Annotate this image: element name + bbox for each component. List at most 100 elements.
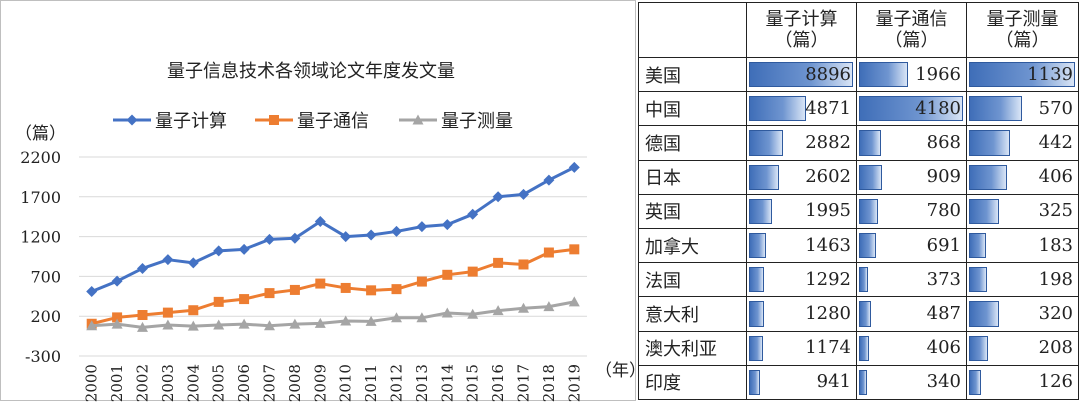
value-cell: 406 [856, 330, 967, 366]
data-point [86, 286, 98, 298]
value-label: 406 [1038, 166, 1073, 188]
value-label: 691 [926, 234, 961, 256]
value-cell: 208 [966, 330, 1079, 366]
data-point [441, 307, 453, 318]
data-bar [749, 369, 760, 395]
data-bar [859, 369, 868, 395]
x-tick-label: 2004 [184, 364, 202, 402]
value-cell: 1292 [746, 262, 857, 298]
y-tick-label: 200 [30, 307, 61, 326]
value-label: 373 [926, 268, 961, 290]
x-axis-unit-label: （年） [595, 361, 637, 381]
x-tick-label: 2014 [438, 364, 456, 402]
value-cell: 406 [966, 159, 1079, 195]
country-cell: 美国 [638, 56, 747, 93]
x-tick-label: 2007 [261, 364, 279, 402]
data-point [162, 254, 174, 266]
value-label: 2602 [805, 166, 851, 188]
data-bar [749, 96, 806, 122]
value-cell: 183 [966, 227, 1079, 264]
data-point [188, 305, 199, 316]
data-bar [969, 96, 1023, 122]
country-cell: 澳大利亚 [638, 330, 747, 366]
value-label: 126 [1038, 371, 1073, 393]
value-label: 1995 [805, 200, 851, 222]
value-label: 208 [1038, 337, 1073, 359]
value-cell: 1139 [966, 56, 1079, 93]
data-bar [749, 62, 853, 88]
data-point [518, 302, 529, 313]
data-bar [859, 130, 881, 156]
series-line-量子测量 [91, 300, 575, 329]
legend-label: 量子计算 [155, 111, 227, 132]
data-bar [969, 369, 981, 395]
value-cell: 570 [966, 91, 1079, 127]
value-label: 570 [1038, 97, 1073, 119]
value-label: 1280 [805, 302, 851, 324]
data-bar [969, 130, 1011, 156]
value-label: 1174 [805, 337, 851, 359]
country-cell: 法国 [638, 262, 747, 298]
value-label: 2882 [805, 131, 851, 153]
value-label: 1463 [805, 234, 851, 256]
value-label: 1292 [805, 268, 851, 290]
data-bar [749, 301, 764, 327]
data-point [365, 315, 377, 326]
data-point [264, 288, 275, 299]
header-quantum-measurement: 量子测量 （篇） [966, 2, 1079, 58]
data-point [518, 188, 529, 200]
value-cell: 442 [966, 125, 1079, 161]
value-cell: 4871 [746, 91, 857, 127]
value-label: 442 [1038, 131, 1073, 153]
data-point [289, 232, 301, 244]
country-cell: 印度 [638, 364, 747, 400]
value-label: 909 [926, 166, 961, 188]
data-point [137, 310, 148, 321]
value-label: 780 [926, 200, 961, 222]
x-tick-label: 2017 [515, 364, 533, 402]
data-point [213, 245, 225, 257]
table-row: 美国 8896 1966 1139 [638, 56, 1079, 93]
data-point [315, 278, 326, 289]
data-point [467, 266, 478, 277]
value-label: 340 [926, 371, 961, 393]
data-point [543, 301, 555, 312]
value-cell: 8896 [746, 56, 857, 93]
value-cell: 373 [856, 262, 967, 298]
data-bar [749, 232, 767, 259]
x-tick-label: 2013 [413, 364, 431, 402]
legend-marker [126, 114, 138, 126]
data-point [416, 276, 427, 287]
y-axis-unit-label: （篇） [15, 124, 66, 144]
data-point [86, 320, 98, 331]
line-chart: 量子信息技术各领域论文年度发文量 （篇） （年） 量子计算 量子通信 量子测量 -3… [15, 61, 637, 402]
value-label: 4180 [915, 97, 961, 119]
table-row: 日本 2602 909 406 [638, 159, 1079, 195]
chart-title: 量子信息技术各领域论文年度发文量 [167, 61, 455, 82]
country-cell: 英国 [638, 193, 747, 229]
country-cell: 德国 [638, 125, 747, 161]
table-row: 印度 941 340 126 [638, 364, 1079, 400]
data-point [187, 257, 199, 269]
data-bar [969, 198, 1000, 224]
data-bar [859, 232, 877, 259]
value-label: 325 [1038, 200, 1073, 222]
x-tick-label: 2008 [286, 364, 304, 402]
value-cell: 1995 [746, 193, 857, 229]
x-tick-label: 2009 [311, 364, 329, 402]
data-point [543, 247, 554, 258]
value-cell: 691 [856, 227, 967, 264]
data-point [264, 320, 275, 331]
y-tick-label: 1200 [20, 228, 61, 247]
header-quantum-communication: 量子通信 （篇） [856, 2, 967, 58]
data-point [391, 284, 402, 295]
data-bar [859, 96, 963, 122]
country-cell: 中国 [638, 91, 747, 127]
value-cell: 487 [856, 296, 967, 332]
y-tick-label: 700 [30, 267, 61, 286]
value-cell: 2602 [746, 159, 857, 195]
data-point [289, 318, 301, 329]
value-cell: 126 [966, 364, 1079, 400]
data-point [492, 191, 504, 203]
data-point [111, 318, 123, 329]
